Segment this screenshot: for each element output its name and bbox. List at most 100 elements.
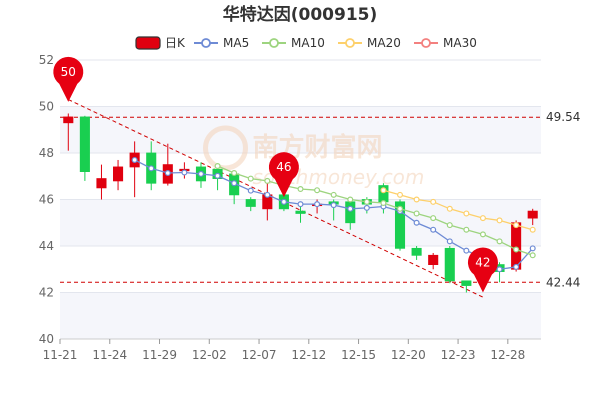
x-tick-label: 12-12 bbox=[291, 348, 326, 362]
plot-band bbox=[60, 106, 541, 153]
ma5-point bbox=[529, 245, 536, 252]
candle-body bbox=[345, 201, 356, 224]
ma10-point bbox=[413, 210, 420, 217]
ma5-point bbox=[264, 191, 271, 198]
pin-marker bbox=[467, 247, 498, 293]
reference-lines: 49.54 42.44 bbox=[60, 110, 580, 289]
ma10-point bbox=[330, 191, 337, 198]
ma5-point bbox=[314, 201, 321, 208]
y-tick-label: 44 bbox=[39, 239, 54, 253]
legend[interactable]: 日K MA5 MA10 MA20 MA30 bbox=[135, 36, 477, 50]
ma20-series bbox=[380, 187, 536, 233]
x-tick-label: 11-29 bbox=[142, 348, 177, 362]
price-pin: 46 bbox=[268, 152, 299, 198]
ma10-point bbox=[446, 222, 453, 229]
ma10-point bbox=[529, 252, 536, 259]
y-tick-label: 46 bbox=[39, 193, 54, 207]
ma5-point bbox=[330, 202, 337, 209]
ma10-point bbox=[247, 175, 254, 182]
x-tick-label: 11-21 bbox=[43, 348, 78, 362]
moving-average-lines bbox=[131, 156, 536, 273]
ma5-point bbox=[164, 169, 171, 176]
candle-body bbox=[511, 222, 522, 270]
ma5-point bbox=[131, 156, 138, 163]
ma5-point bbox=[280, 198, 287, 205]
reference-label: 49.54 bbox=[546, 110, 580, 124]
ma20-point bbox=[496, 217, 503, 224]
ma10-point bbox=[363, 198, 370, 205]
candle bbox=[245, 197, 256, 212]
legend-item[interactable]: MA30 bbox=[414, 36, 477, 50]
ma10-point bbox=[397, 205, 404, 212]
price-pins: 50 46 42 bbox=[53, 56, 498, 293]
legend-point-icon bbox=[421, 38, 431, 48]
candle-body bbox=[63, 116, 74, 124]
candle bbox=[428, 252, 439, 270]
x-axis: 11-21 11-24 11-29 12-02 12-07 12-12 12-15 12-20… bbox=[43, 339, 525, 362]
legend-item[interactable]: MA5 bbox=[194, 36, 249, 50]
ma20-point bbox=[463, 210, 470, 217]
candle bbox=[79, 115, 90, 181]
pin-marker bbox=[268, 152, 299, 198]
ma10-point bbox=[463, 226, 470, 233]
legend-item[interactable]: MA10 bbox=[262, 36, 325, 50]
candle-body bbox=[295, 210, 306, 214]
ma5-point bbox=[197, 170, 204, 177]
ma20-point bbox=[479, 215, 486, 222]
y-tick-label: 40 bbox=[39, 332, 54, 346]
candle-body bbox=[527, 210, 538, 219]
pin-marker bbox=[53, 56, 84, 102]
x-tick-label: 12-28 bbox=[490, 348, 525, 362]
candle-body bbox=[245, 199, 256, 207]
candle bbox=[113, 159, 124, 191]
legend-candle-icon bbox=[135, 36, 161, 50]
legend-label: MA5 bbox=[223, 36, 249, 50]
pin-label: 42 bbox=[475, 256, 490, 270]
candle-body bbox=[96, 178, 107, 189]
candle bbox=[96, 164, 107, 200]
ma5-point bbox=[347, 205, 354, 212]
legend-item[interactable]: MA20 bbox=[338, 36, 401, 50]
ma5-point bbox=[413, 219, 420, 226]
legend-point-icon bbox=[345, 38, 355, 48]
x-tick-label: 12-15 bbox=[341, 348, 376, 362]
y-tick-label: 50 bbox=[39, 100, 54, 114]
candle-body bbox=[113, 166, 124, 182]
candle-body bbox=[394, 201, 406, 249]
ma10-point bbox=[314, 187, 321, 194]
candle bbox=[444, 246, 455, 284]
y-axis: 40 42 44 46 48 50 52 bbox=[39, 53, 54, 346]
legend-item[interactable]: 日K bbox=[135, 36, 186, 50]
grid-lines bbox=[60, 59, 541, 340]
ma5-point bbox=[463, 247, 470, 254]
candle bbox=[461, 280, 472, 293]
ma20-point bbox=[430, 198, 437, 205]
ma5-series bbox=[131, 156, 536, 273]
pin-label: 46 bbox=[276, 160, 291, 174]
y-tick-label: 52 bbox=[39, 53, 54, 67]
ma5-point bbox=[513, 263, 520, 270]
y-tick-label: 42 bbox=[39, 286, 54, 300]
ma5-point bbox=[430, 226, 437, 233]
legend-label: MA30 bbox=[443, 36, 477, 50]
plot-band bbox=[60, 292, 541, 339]
price-pin: 50 bbox=[53, 56, 84, 102]
ma10-point bbox=[430, 215, 437, 222]
ma5-point bbox=[247, 187, 254, 194]
x-tick-label: 12-02 bbox=[192, 348, 227, 362]
ma20-point bbox=[413, 196, 420, 203]
ma20-point bbox=[529, 226, 536, 233]
legend-point-icon bbox=[269, 38, 279, 48]
ma5-point bbox=[363, 204, 370, 211]
x-tick-label: 11-24 bbox=[92, 348, 127, 362]
x-tick-label: 12-23 bbox=[441, 348, 476, 362]
ma5-point bbox=[446, 238, 453, 245]
ma10-point bbox=[496, 238, 503, 245]
legend-label: 日K bbox=[165, 36, 186, 50]
ma10-point bbox=[297, 186, 304, 193]
candle-body bbox=[79, 116, 90, 173]
candle bbox=[527, 208, 538, 226]
ma10-point bbox=[479, 231, 486, 238]
x-tick-label: 12-07 bbox=[242, 348, 277, 362]
